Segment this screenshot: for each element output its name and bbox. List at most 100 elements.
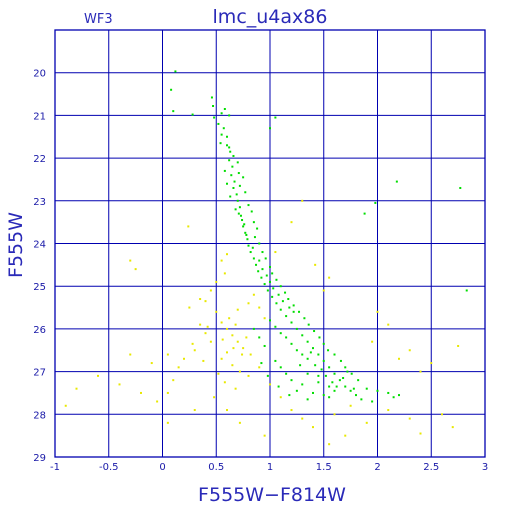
- data-point: [252, 257, 255, 260]
- data-point: [204, 332, 207, 335]
- data-point: [199, 298, 202, 301]
- data-point: [249, 353, 252, 356]
- x-tick-label: -1: [50, 462, 60, 473]
- data-point: [290, 379, 293, 382]
- data-point: [295, 349, 298, 352]
- data-point: [156, 400, 159, 403]
- x-tick-label: 0: [159, 462, 165, 473]
- data-point: [374, 201, 377, 204]
- data-point: [238, 184, 241, 187]
- data-point: [266, 289, 269, 292]
- data-point: [223, 381, 226, 384]
- data-point: [387, 391, 390, 394]
- data-point: [64, 404, 67, 407]
- data-point: [129, 259, 132, 262]
- data-point: [256, 227, 259, 230]
- y-tick-label: 25: [33, 282, 46, 293]
- data-point: [231, 364, 234, 367]
- data-point: [279, 308, 282, 311]
- y-tick-label: 26: [33, 325, 46, 336]
- x-tick-labels: -1 -0.5 0 0.5 1 1.5 2 2.5 3: [50, 462, 488, 473]
- data-point: [239, 214, 242, 217]
- data-point: [275, 278, 278, 281]
- data-point: [209, 289, 212, 292]
- x-tick-label: 1: [267, 462, 273, 473]
- data-point: [306, 398, 309, 401]
- data-point: [247, 204, 250, 207]
- y-axis-title: F555W: [5, 212, 27, 278]
- data-point: [223, 169, 226, 172]
- data-point: [284, 291, 287, 294]
- data-point: [328, 385, 331, 388]
- data-point: [292, 310, 295, 313]
- data-point: [285, 372, 288, 375]
- data-point: [252, 293, 255, 296]
- data-point: [213, 396, 216, 399]
- data-point: [328, 276, 331, 279]
- data-point: [349, 389, 352, 392]
- data-point: [349, 404, 352, 407]
- data-point: [258, 306, 261, 309]
- data-point: [217, 122, 220, 125]
- data-point: [258, 242, 261, 245]
- data-point: [441, 413, 443, 416]
- data-point: [371, 340, 374, 343]
- data-point: [236, 308, 239, 311]
- data-point: [226, 182, 228, 185]
- data-point: [288, 394, 291, 397]
- data-point: [219, 142, 222, 145]
- data-point: [371, 400, 374, 403]
- data-point: [75, 387, 78, 390]
- data-point: [274, 251, 277, 254]
- data-point: [344, 434, 347, 437]
- data-point: [312, 347, 314, 350]
- data-point: [277, 293, 280, 296]
- y-tick-label: 24: [33, 240, 46, 251]
- data-point: [342, 377, 345, 380]
- data-point: [245, 336, 248, 339]
- data-point: [220, 321, 223, 324]
- data-point: [261, 251, 264, 254]
- data-point: [264, 257, 267, 260]
- data-point: [328, 443, 331, 446]
- data-point: [271, 295, 274, 298]
- data-point: [328, 396, 331, 399]
- data-point: [322, 342, 325, 345]
- data-point: [191, 342, 194, 345]
- y-tick-label: 27: [33, 368, 46, 379]
- data-point: [269, 280, 271, 283]
- data-point: [285, 336, 288, 339]
- data-point: [231, 165, 234, 168]
- data-point: [226, 135, 228, 138]
- data-point: [313, 330, 316, 333]
- data-point: [395, 180, 398, 183]
- data-point: [226, 253, 228, 256]
- data-point: [451, 426, 454, 429]
- data-point: [220, 112, 223, 115]
- plot-frame: [54, 29, 486, 458]
- data-point: [339, 359, 342, 362]
- data-point: [220, 259, 223, 262]
- data-point: [226, 327, 228, 330]
- data-point: [365, 387, 368, 390]
- data-point: [263, 344, 266, 347]
- data-point: [365, 421, 368, 424]
- data-point: [274, 116, 277, 119]
- data-point: [242, 225, 245, 228]
- data-point: [459, 186, 462, 189]
- data-point: [235, 193, 238, 196]
- y-tick-label: 28: [33, 410, 46, 421]
- data-point: [129, 353, 132, 356]
- data-point: [188, 306, 191, 309]
- data-point: [285, 315, 288, 318]
- data-point: [232, 154, 235, 157]
- data-point: [322, 394, 325, 397]
- data-point: [250, 210, 253, 213]
- chart-title: lmc_u4ax86: [213, 6, 328, 28]
- data-point: [333, 372, 336, 375]
- data-point: [166, 353, 169, 356]
- data-point: [333, 389, 336, 392]
- data-point: [408, 417, 411, 420]
- data-point: [271, 272, 274, 275]
- data-point: [260, 362, 263, 365]
